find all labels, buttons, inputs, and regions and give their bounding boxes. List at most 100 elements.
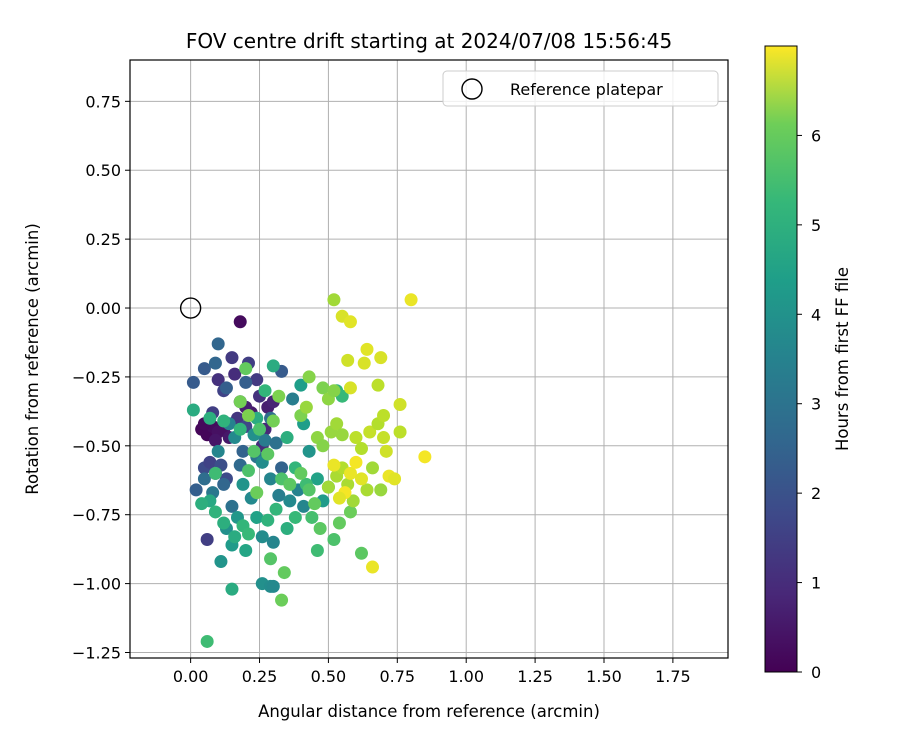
scatter-point <box>211 337 225 351</box>
colorbar: 0 1 2 3 4 5 6 Hours from first FF file <box>764 45 852 682</box>
scatter-point <box>332 491 346 505</box>
scatter-point <box>241 464 255 478</box>
scatter-point <box>418 450 432 464</box>
scatter-point <box>239 362 253 376</box>
scatter-point <box>343 466 357 480</box>
scatter-point <box>200 634 214 648</box>
scatter-point <box>357 356 371 370</box>
scatter-point <box>349 431 363 445</box>
scatter-point <box>189 483 203 497</box>
scatter-point <box>217 477 231 491</box>
scatter-point <box>286 392 300 406</box>
y-tick-label: −0.25 <box>72 368 121 387</box>
colorbar-tick-label: 6 <box>811 126 821 145</box>
scatter-point <box>253 422 267 436</box>
x-axis-label: Angular distance from reference (arcmin) <box>258 702 600 721</box>
scatter-point <box>211 444 225 458</box>
x-tick-label: 1.50 <box>586 667 622 686</box>
scatter-point <box>330 417 344 431</box>
scatter-point <box>280 431 294 445</box>
scatter-point <box>277 566 291 580</box>
colorbar-tick-label: 3 <box>811 395 821 414</box>
scatter-point <box>308 497 322 511</box>
colorbar-label: Hours from first FF file <box>833 267 852 451</box>
scatter-point <box>374 483 388 497</box>
scatter-point <box>208 356 222 370</box>
scatter-point <box>255 530 269 544</box>
y-tick-label: 0.75 <box>85 92 121 111</box>
scatter-point <box>239 375 253 389</box>
scatter-point <box>404 293 418 307</box>
scatter-point <box>393 397 407 411</box>
scatter-point <box>233 315 247 329</box>
scatter-point <box>346 494 360 508</box>
reference-platepar-point <box>179 297 202 319</box>
scatter-point <box>275 593 289 607</box>
scatter-point <box>294 378 308 392</box>
scatter-point <box>349 455 363 469</box>
scatter-point <box>377 408 391 422</box>
scatter-point <box>250 373 264 387</box>
scatter-point <box>225 499 239 513</box>
scatter-point <box>354 442 368 456</box>
x-tick-label: 1.00 <box>448 667 484 686</box>
scatter-point <box>332 516 346 530</box>
scatter-point <box>302 483 316 497</box>
scatter-point <box>261 447 275 461</box>
scatter-point <box>354 472 368 486</box>
scatter-point <box>269 436 283 450</box>
y-tick-label: 0.25 <box>85 230 121 249</box>
colorbar-tick-label: 0 <box>811 663 821 682</box>
scatter-point <box>236 444 250 458</box>
x-tick-label: 0.75 <box>379 667 415 686</box>
scatter-point <box>310 472 324 486</box>
scatter-point <box>374 351 388 365</box>
scatter-point <box>211 373 225 387</box>
y-tick-label: −1.25 <box>72 643 121 662</box>
scatter-point <box>247 444 261 458</box>
scatter-point <box>261 513 275 527</box>
scatter-point <box>393 425 407 439</box>
scatter-point <box>316 381 330 395</box>
scatter-point <box>266 579 280 593</box>
scatter-point <box>327 533 341 547</box>
plot-frame <box>129 59 729 659</box>
x-tick-label: 0.50 <box>311 667 347 686</box>
scatter-point <box>366 461 380 475</box>
x-tick-label: 0.00 <box>173 667 209 686</box>
scatter-point <box>258 384 272 398</box>
x-tick-label: 0.25 <box>242 667 278 686</box>
x-tick-label: 1.25 <box>517 667 553 686</box>
legend-box <box>442 70 719 107</box>
scatter-point <box>241 527 255 541</box>
scatter-point <box>297 499 311 513</box>
scatter-point <box>219 381 233 395</box>
grid <box>130 60 728 658</box>
scatter-point <box>200 533 214 547</box>
scatter-point <box>360 483 374 497</box>
scatter-point <box>233 395 247 409</box>
scatter-point <box>327 293 341 307</box>
scatter-point <box>208 466 222 480</box>
scatter-point <box>228 367 242 381</box>
legend-entry-label: Reference platepar <box>510 80 663 99</box>
scatter-point <box>225 351 239 365</box>
legend: Reference platepar <box>442 70 719 107</box>
scatter-point <box>195 497 209 511</box>
data-points <box>186 293 432 648</box>
scatter-point <box>283 477 297 491</box>
scatter-point <box>321 480 335 494</box>
scatter-point <box>186 403 200 417</box>
colorbar-tick-label: 1 <box>811 574 821 593</box>
scatter-point <box>299 400 313 414</box>
scatter-point <box>203 411 217 425</box>
scatter-point <box>343 381 357 395</box>
scatter-point <box>360 342 374 356</box>
scatter-point <box>217 516 231 530</box>
y-tick-label: −0.75 <box>72 506 121 525</box>
scatter-point <box>305 510 319 524</box>
scatter-point <box>266 535 280 549</box>
scatter-point <box>225 582 239 596</box>
x-axis-ticks: 0.00 0.25 0.50 0.75 1.00 1.25 1.50 1.75 <box>173 658 691 686</box>
